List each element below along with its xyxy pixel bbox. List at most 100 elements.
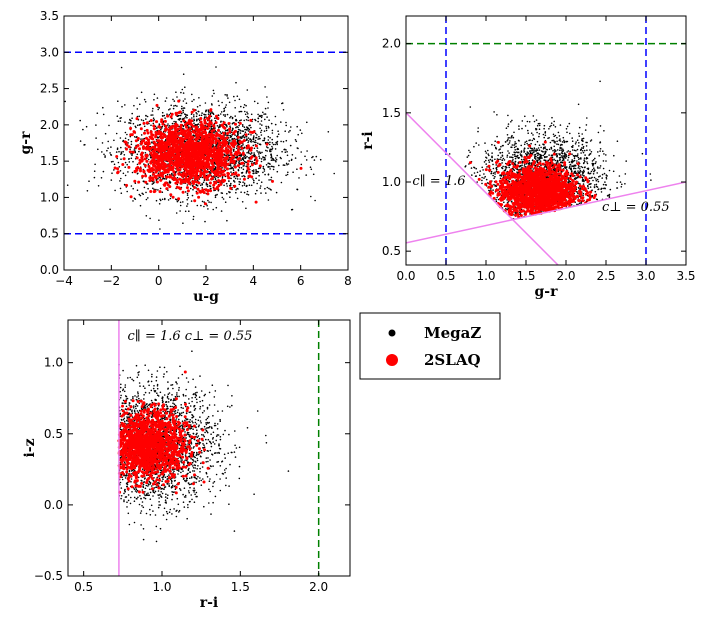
point [120, 153, 122, 155]
point [232, 159, 236, 163]
point [254, 139, 257, 142]
point [175, 198, 177, 200]
point [186, 152, 189, 156]
point [241, 130, 244, 132]
point [194, 170, 198, 174]
point [306, 121, 308, 124]
point [190, 119, 194, 123]
point [175, 143, 179, 147]
point [247, 150, 250, 153]
point [119, 187, 122, 190]
point [516, 151, 518, 153]
point [228, 191, 231, 194]
point [152, 172, 155, 176]
point [214, 194, 217, 197]
point [165, 97, 168, 99]
point [178, 118, 181, 120]
point [143, 141, 147, 145]
point [253, 155, 256, 158]
point [201, 200, 204, 203]
point [249, 165, 252, 168]
point [181, 118, 184, 121]
point [277, 133, 280, 135]
point [264, 154, 267, 157]
point [217, 100, 220, 102]
point [224, 114, 226, 116]
point [282, 164, 285, 166]
point [159, 152, 163, 156]
point [227, 172, 230, 176]
point [184, 115, 187, 118]
point [252, 169, 255, 171]
point [120, 117, 122, 119]
point [204, 165, 208, 169]
point [216, 158, 220, 162]
point [263, 170, 266, 172]
point [175, 185, 179, 189]
point [205, 163, 209, 167]
point [220, 192, 223, 194]
point [122, 139, 125, 142]
point [151, 149, 155, 153]
point [149, 190, 153, 193]
point [197, 123, 200, 125]
point [157, 172, 160, 174]
point [286, 154, 289, 157]
point [240, 159, 242, 161]
point [254, 132, 257, 135]
point [271, 142, 274, 144]
point [262, 139, 264, 142]
point [492, 189, 494, 191]
point [174, 104, 177, 107]
point [275, 157, 277, 159]
point [270, 159, 273, 161]
point [107, 140, 109, 143]
point [568, 167, 570, 169]
point [231, 116, 234, 119]
point [285, 121, 287, 124]
point [582, 145, 585, 148]
point [205, 144, 209, 148]
point [106, 149, 108, 152]
point [274, 159, 276, 162]
point [176, 180, 180, 184]
point [172, 98, 174, 101]
point [521, 166, 523, 169]
point [214, 114, 218, 118]
point [235, 160, 238, 163]
point [165, 175, 169, 179]
point [475, 142, 478, 144]
point [162, 155, 166, 159]
point [244, 133, 248, 137]
point [520, 158, 523, 161]
point [258, 157, 261, 159]
point [219, 182, 223, 186]
point [129, 118, 131, 121]
point [93, 176, 96, 179]
point [212, 113, 215, 115]
point [187, 172, 191, 176]
point [289, 129, 291, 132]
point [582, 137, 585, 140]
point [186, 198, 188, 201]
point [240, 145, 242, 147]
point [243, 136, 245, 138]
point [253, 162, 256, 164]
point [140, 119, 143, 121]
point [543, 127, 545, 130]
point [132, 200, 134, 202]
point [194, 128, 198, 132]
point [175, 91, 177, 93]
point [304, 155, 306, 158]
point [191, 93, 193, 96]
point [238, 121, 242, 125]
point [159, 166, 163, 170]
point [199, 170, 202, 173]
point [508, 166, 511, 169]
point [276, 135, 279, 138]
point [200, 147, 204, 150]
point [161, 198, 164, 201]
point [255, 141, 257, 144]
point [199, 104, 201, 107]
point [200, 204, 202, 207]
